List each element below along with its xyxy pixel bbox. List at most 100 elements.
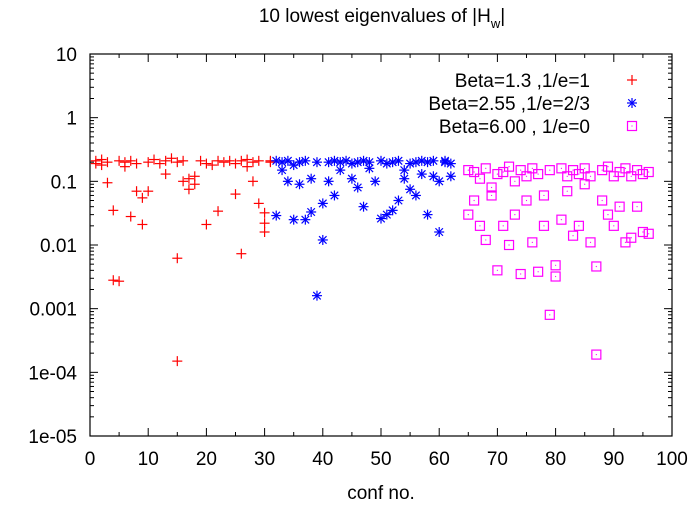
data-point	[143, 186, 154, 197]
data-point	[393, 155, 404, 166]
x-tick-label: 10	[138, 449, 159, 470]
data-point	[346, 173, 357, 184]
data-point	[602, 209, 614, 220]
series-1	[90, 153, 276, 367]
data-point	[492, 168, 503, 180]
data-point	[538, 190, 550, 201]
data-point	[405, 158, 416, 169]
data-point	[579, 163, 590, 174]
data-point	[556, 163, 567, 174]
data-point	[154, 158, 165, 169]
data-point	[591, 261, 602, 272]
plot-area	[89, 53, 673, 437]
data-point	[434, 227, 445, 238]
data-point	[480, 163, 491, 174]
y-tick-label: 10	[56, 45, 77, 66]
data-point	[236, 155, 247, 166]
x-tick-label: 30	[254, 449, 275, 470]
data-point	[469, 166, 480, 178]
data-point	[311, 157, 322, 168]
data-point	[614, 201, 625, 212]
data-point	[230, 189, 241, 200]
data-point	[376, 213, 386, 224]
data-point	[96, 160, 107, 171]
data-point	[282, 176, 293, 187]
data-point	[527, 237, 538, 248]
data-point	[277, 165, 288, 176]
data-point	[364, 163, 375, 174]
data-point	[317, 234, 328, 245]
x-tick-label: 90	[603, 449, 624, 470]
x-tick-label: 70	[487, 449, 508, 470]
data-point	[562, 171, 573, 182]
data-point	[207, 160, 218, 171]
data-point	[521, 195, 532, 206]
data-point	[533, 266, 544, 277]
data-point	[515, 268, 526, 280]
chart-title: 10 lowest eigenvalues of |Hw|	[259, 6, 505, 31]
data-point	[178, 155, 189, 166]
legend-label: Beta=6.00 , 1/e=0	[439, 117, 590, 138]
data-point	[282, 155, 293, 166]
x-tick-label: 50	[370, 449, 391, 470]
data-point	[370, 176, 381, 187]
data-point	[358, 201, 369, 212]
data-point	[108, 205, 119, 216]
data-point	[247, 157, 258, 168]
data-point	[474, 173, 486, 184]
data-point	[486, 190, 497, 201]
data-point	[160, 169, 171, 180]
legend-marker	[626, 120, 638, 132]
data-point	[498, 166, 509, 178]
data-point	[410, 190, 421, 201]
data-point	[626, 171, 637, 182]
data-point	[381, 209, 392, 220]
data-point	[416, 169, 427, 180]
data-point	[637, 226, 649, 238]
data-point	[172, 356, 183, 367]
data-point	[544, 309, 555, 320]
data-point	[637, 168, 649, 180]
data-point	[137, 219, 148, 230]
data-point	[125, 155, 136, 166]
legend-marker	[627, 75, 637, 85]
data-point	[597, 165, 608, 176]
data-point	[422, 209, 433, 220]
data-point	[236, 248, 247, 259]
data-point	[230, 158, 241, 169]
x-axis-label: conf no.	[347, 483, 415, 504]
data-point	[509, 209, 520, 220]
data-point	[119, 161, 130, 172]
data-point	[631, 201, 643, 212]
data-point	[474, 220, 486, 231]
data-point	[108, 275, 119, 286]
x-tick-label: 0	[85, 449, 96, 470]
data-point	[300, 214, 311, 225]
data-point	[550, 271, 561, 282]
data-point	[178, 176, 189, 187]
data-point	[521, 171, 532, 182]
data-point	[503, 161, 515, 172]
data-point	[335, 165, 346, 176]
data-point	[114, 276, 125, 287]
y-tick-label: 1	[66, 109, 77, 130]
y-tick-label: 0.001	[29, 300, 77, 321]
data-point	[172, 253, 183, 264]
data-point	[259, 227, 270, 238]
data-point	[300, 155, 311, 166]
data-point	[428, 155, 439, 166]
x-tick-label: 60	[429, 449, 450, 470]
data-point	[259, 207, 270, 218]
data-point	[143, 157, 154, 168]
data-point	[556, 214, 567, 225]
legend-marker	[627, 98, 637, 108]
data-point	[550, 260, 561, 271]
data-point	[608, 220, 619, 231]
data-point	[585, 171, 596, 182]
data-point	[579, 179, 590, 190]
data-point	[538, 220, 550, 231]
data-point	[399, 173, 410, 184]
x-tick-label: 20	[196, 449, 217, 470]
y-tick-label: 0.01	[40, 236, 77, 257]
